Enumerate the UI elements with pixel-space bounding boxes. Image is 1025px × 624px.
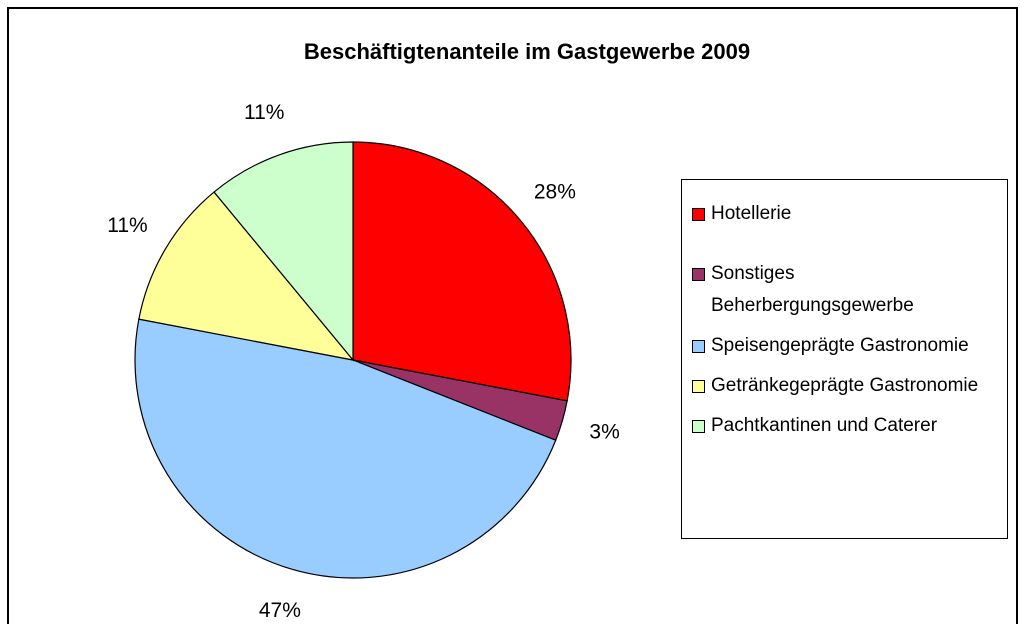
chart-title: Beschäftigtenanteile im Gastgewerbe 2009 bbox=[304, 39, 750, 64]
legend-label: Hotellerie bbox=[711, 203, 792, 224]
data-label: 28% bbox=[534, 181, 576, 204]
legend-label: Pachtkantinen und Caterer bbox=[711, 415, 938, 436]
data-label: 3% bbox=[589, 421, 619, 444]
data-label: 11% bbox=[244, 101, 284, 124]
legend-label: Sonstiges Beherbergungsgewerbe bbox=[711, 263, 914, 316]
legend-item: Pachtkantinen und Caterer bbox=[692, 410, 1007, 442]
pie-slice bbox=[134, 318, 557, 579]
pie-slice bbox=[352, 141, 572, 402]
legend-item: Speisengeprägte Gastronomie bbox=[692, 330, 1007, 362]
legend-swatch bbox=[692, 340, 705, 353]
legend-label: Speisengeprägte Gastronomie bbox=[711, 335, 969, 356]
pie-slice bbox=[213, 141, 354, 362]
legend-item: Sonstiges Beherbergungsgewerbe bbox=[692, 258, 1007, 322]
data-label: 47% bbox=[259, 599, 301, 622]
legend-swatch bbox=[692, 208, 705, 221]
legend-swatch bbox=[692, 268, 705, 281]
legend-item: Getränkegeprägte Gastronomie bbox=[692, 370, 1007, 402]
legend: Hotellerie Sonstiges Beherbergungsgewerbe… bbox=[681, 179, 1008, 539]
legend-label: Getränkegeprägte Gastronomie bbox=[711, 375, 979, 396]
legend-swatch bbox=[692, 380, 705, 393]
legend-swatch bbox=[692, 420, 705, 433]
legend-item: Hotellerie bbox=[692, 198, 1007, 230]
pie-slice bbox=[138, 191, 355, 361]
data-label: 11% bbox=[107, 214, 147, 237]
